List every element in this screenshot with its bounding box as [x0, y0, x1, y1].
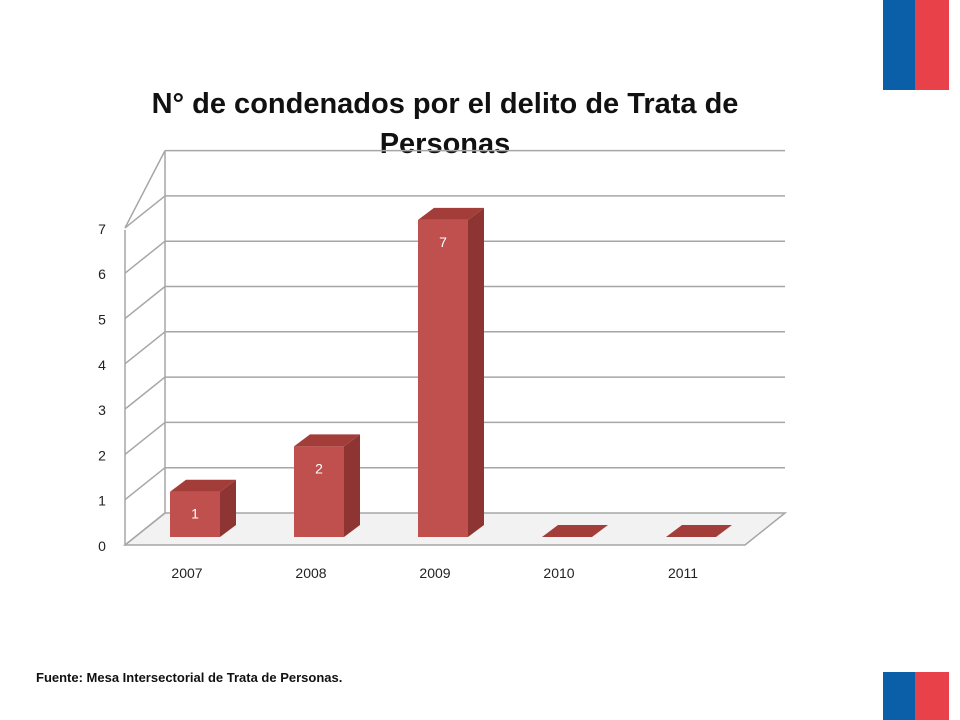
flag-blue-stripe	[883, 0, 915, 90]
y-tick-label: 4	[98, 357, 106, 373]
chart-title-line-1: N° de condenados por el delito de Trata …	[151, 88, 739, 120]
gridline-diagonal	[124, 331, 166, 365]
bar-data-label: 1	[191, 506, 199, 522]
x-tick-label: 2011	[668, 565, 698, 581]
flag-blue-stripe	[883, 672, 915, 720]
bar-top	[418, 207, 484, 220]
bar-data-label: 2	[315, 460, 323, 476]
gridline-diagonal	[124, 376, 166, 410]
bar-top	[294, 434, 360, 447]
bar-front	[294, 446, 344, 537]
bar-top	[170, 479, 236, 492]
bar-front	[170, 491, 220, 537]
x-tick-label: 2007	[171, 565, 202, 581]
bar-side	[468, 207, 484, 537]
gridline-diagonal	[124, 195, 166, 229]
source-note: Fuente: Mesa Intersectorial de Trata de …	[36, 670, 343, 685]
bar-side	[220, 479, 236, 537]
bar-front	[418, 219, 468, 537]
chart-title-line-2: Personas	[379, 128, 511, 160]
gridline-diagonal	[124, 150, 166, 229]
x-tick-label: 2009	[419, 565, 450, 581]
y-tick-label: 7	[98, 221, 106, 237]
chart-title: N° de condenados por el delito de Trata …	[150, 84, 740, 164]
y-tick-label: 6	[98, 266, 106, 282]
flag-red-stripe	[915, 672, 949, 720]
gridline-diagonal	[124, 467, 166, 501]
gridline-diagonal	[124, 285, 166, 320]
y-tick-label: 3	[98, 402, 106, 418]
y-tick-label: 5	[98, 312, 106, 328]
y-tick-label: 0	[98, 538, 106, 554]
flag-red-stripe	[915, 0, 949, 90]
y-tick-label: 2	[98, 447, 106, 463]
gridline-diagonal	[124, 240, 166, 274]
x-tick-label: 2008	[295, 565, 326, 581]
chile-flag-logo-top	[883, 0, 949, 90]
bar-side	[344, 434, 360, 537]
chile-flag-logo-bottom	[883, 672, 949, 720]
y-tick-label: 1	[98, 493, 106, 509]
gridline-diagonal	[124, 421, 166, 455]
bar-data-label: 7	[439, 234, 447, 250]
bar-zero	[666, 525, 732, 537]
bar-zero	[542, 525, 608, 537]
x-tick-label: 2010	[543, 565, 574, 581]
gridline-diagonal	[124, 512, 166, 546]
